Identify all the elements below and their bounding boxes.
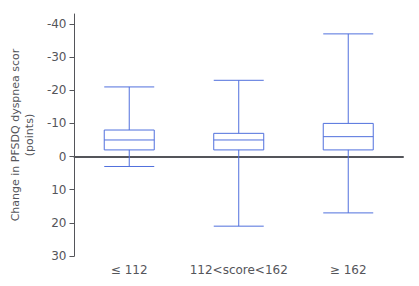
svg-text:-20: -20 <box>47 83 67 97</box>
svg-text:0: 0 <box>59 150 67 164</box>
svg-text:-30: -30 <box>47 50 67 64</box>
svg-text:≥ 162: ≥ 162 <box>330 263 367 277</box>
svg-text:Change in PFSDQ dyspnea scor: Change in PFSDQ dyspnea scor <box>9 48 22 221</box>
svg-text:-40: -40 <box>47 17 67 31</box>
svg-text:10: 10 <box>51 183 66 197</box>
svg-text:30: 30 <box>51 249 66 263</box>
svg-text:(points): (points) <box>23 114 36 156</box>
svg-text:-10: -10 <box>47 116 67 130</box>
svg-text:112<score<162: 112<score<162 <box>190 263 288 277</box>
svg-text:≤ 112: ≤ 112 <box>111 263 148 277</box>
svg-text:20: 20 <box>51 216 66 230</box>
